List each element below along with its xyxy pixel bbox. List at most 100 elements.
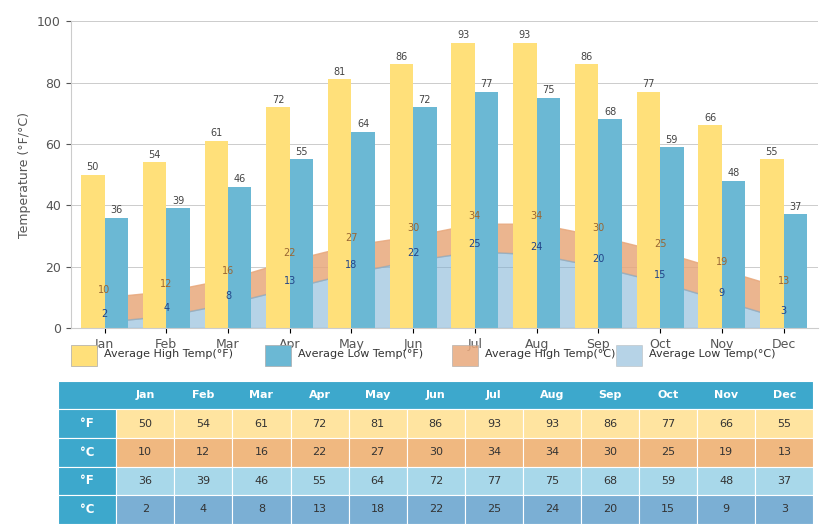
Bar <box>537 98 560 328</box>
Text: 2: 2 <box>142 505 149 514</box>
Text: 19: 19 <box>719 448 734 457</box>
Text: 18: 18 <box>345 260 358 270</box>
Text: 9: 9 <box>723 505 730 514</box>
Text: 10: 10 <box>139 448 152 457</box>
Bar <box>166 208 190 328</box>
Text: °F: °F <box>81 475 94 487</box>
Bar <box>143 162 166 328</box>
Bar <box>116 438 174 467</box>
Text: 77: 77 <box>661 419 676 428</box>
Text: Apr: Apr <box>309 390 330 400</box>
Text: 64: 64 <box>357 119 369 129</box>
Bar <box>581 495 639 524</box>
Bar <box>232 438 290 467</box>
Bar <box>349 467 407 495</box>
Text: 68: 68 <box>604 107 616 117</box>
Bar <box>637 92 660 328</box>
Text: 72: 72 <box>312 419 327 428</box>
Bar <box>581 438 639 467</box>
Text: 13: 13 <box>284 276 295 286</box>
Text: 55: 55 <box>295 147 308 157</box>
Text: Feb: Feb <box>193 390 214 400</box>
Text: 16: 16 <box>255 448 268 457</box>
Bar <box>575 64 598 328</box>
Text: 75: 75 <box>544 476 559 486</box>
Bar <box>598 120 622 328</box>
Bar <box>349 438 407 467</box>
Bar <box>58 438 116 467</box>
Text: 86: 86 <box>603 419 618 428</box>
Text: 93: 93 <box>544 419 559 428</box>
Text: 24: 24 <box>544 505 559 514</box>
Text: 37: 37 <box>777 476 792 486</box>
Bar <box>174 495 232 524</box>
Bar <box>697 438 755 467</box>
Text: 20: 20 <box>603 505 618 514</box>
Text: Dec: Dec <box>773 390 796 400</box>
Text: 16: 16 <box>222 267 234 277</box>
Bar <box>523 495 581 524</box>
Text: 22: 22 <box>407 248 419 258</box>
Text: 27: 27 <box>345 233 358 243</box>
Text: 18: 18 <box>370 505 385 514</box>
Text: 27: 27 <box>370 448 385 457</box>
Bar <box>760 159 784 328</box>
Bar <box>290 467 349 495</box>
Text: 61: 61 <box>210 129 222 139</box>
Text: 81: 81 <box>334 67 346 77</box>
Text: °C: °C <box>80 503 95 516</box>
Text: Jul: Jul <box>486 390 501 400</box>
Text: 2: 2 <box>101 309 108 320</box>
Text: 34: 34 <box>486 448 501 457</box>
Bar <box>116 467 174 495</box>
Text: 48: 48 <box>719 476 734 486</box>
Text: 34: 34 <box>530 211 543 221</box>
Text: 24: 24 <box>530 242 543 252</box>
Text: 4: 4 <box>164 303 169 313</box>
Bar <box>174 467 232 495</box>
Text: 93: 93 <box>519 30 531 40</box>
Text: 86: 86 <box>428 419 443 428</box>
Text: 30: 30 <box>407 223 419 233</box>
Text: 15: 15 <box>662 505 675 514</box>
Text: 3: 3 <box>780 306 787 316</box>
Bar <box>784 214 807 328</box>
Bar <box>266 107 290 328</box>
Text: 54: 54 <box>149 150 161 160</box>
Bar <box>523 438 581 467</box>
Text: 72: 72 <box>271 95 284 105</box>
Bar <box>697 467 755 495</box>
Bar <box>58 467 116 495</box>
Bar <box>523 467 581 495</box>
Text: 54: 54 <box>196 419 211 428</box>
Text: 9: 9 <box>719 288 725 298</box>
Text: 59: 59 <box>666 134 678 144</box>
Text: 13: 13 <box>778 276 789 286</box>
Text: 25: 25 <box>486 505 501 514</box>
Bar <box>697 495 755 524</box>
Text: 50: 50 <box>139 419 152 428</box>
Text: May: May <box>365 390 390 400</box>
Bar <box>116 495 174 524</box>
Bar <box>349 495 407 524</box>
Bar <box>407 409 465 438</box>
Bar <box>465 409 523 438</box>
Bar <box>581 467 639 495</box>
Text: 22: 22 <box>312 448 327 457</box>
Bar <box>58 409 116 438</box>
Text: 50: 50 <box>86 162 99 172</box>
Bar <box>349 409 407 438</box>
Y-axis label: Temperature (°F/°C): Temperature (°F/°C) <box>18 112 32 238</box>
Bar <box>265 345 290 366</box>
Bar <box>105 217 128 328</box>
Bar <box>407 438 465 467</box>
Text: 30: 30 <box>603 448 617 457</box>
Text: 12: 12 <box>160 279 173 289</box>
Text: 8: 8 <box>225 291 231 301</box>
Text: 25: 25 <box>654 239 666 249</box>
Bar <box>232 467 290 495</box>
Bar <box>204 141 228 328</box>
Text: 12: 12 <box>196 448 211 457</box>
Text: 86: 86 <box>395 52 408 62</box>
Text: Nov: Nov <box>714 390 739 400</box>
